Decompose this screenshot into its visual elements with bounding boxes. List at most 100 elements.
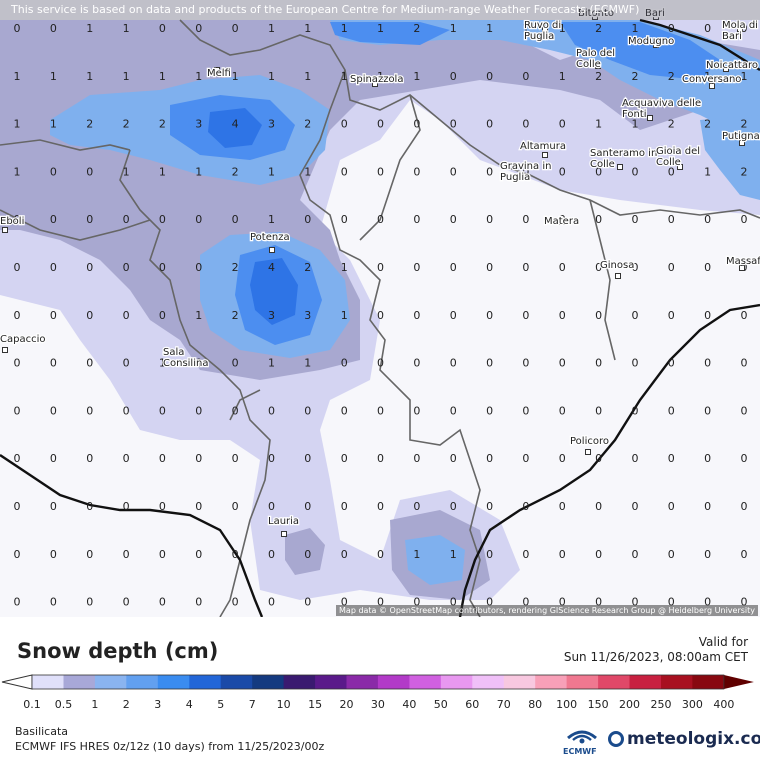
snow-value-2-7: 3: [268, 118, 275, 131]
snow-value-0-20: 0: [741, 22, 748, 35]
legend-swatch-2: [63, 675, 96, 689]
snow-value-4-1: 0: [50, 213, 57, 226]
legend-swatch-14: [440, 675, 473, 689]
svg-text:Eboli: Eboli: [0, 216, 24, 227]
snow-value-9-3: 0: [123, 452, 130, 465]
snow-value-8-9: 0: [341, 404, 348, 417]
snow-value-4-10: 0: [377, 213, 384, 226]
city-bari: Bari: [644, 7, 666, 21]
snow-value-2-17: 1: [632, 118, 639, 131]
snow-value-8-14: 0: [522, 404, 529, 417]
snow-value-2-11: 0: [413, 118, 420, 131]
snow-value-11-9: 0: [341, 548, 348, 561]
snow-value-11-0: 0: [14, 548, 21, 561]
legend-swatch-8: [252, 675, 285, 689]
snow-value-4-3: 0: [123, 213, 130, 226]
snow-value-1-3: 1: [123, 70, 130, 83]
snow-value-3-19: 1: [704, 165, 711, 178]
snow-value-9-1: 0: [50, 452, 57, 465]
snow-value-3-15: 0: [559, 165, 566, 178]
svg-text:Sala: Sala: [163, 347, 184, 358]
snow-value-7-4: 1: [159, 357, 166, 370]
snow-value-4-8: 0: [304, 213, 311, 226]
snow-value-1-12: 0: [450, 70, 457, 83]
snow-value-9-15: 0: [559, 452, 566, 465]
legend-swatch-22: [692, 675, 725, 689]
snow-value-12-14: 0: [522, 596, 529, 609]
snow-value-9-10: 0: [377, 452, 384, 465]
snow-value-2-18: 2: [668, 118, 675, 131]
snow-value-0-1: 0: [50, 22, 57, 35]
legend-label-14: 60: [465, 698, 480, 711]
snow-depth-map[interactable]: 0 0 1 1 0 0 0 1 1 1 1 2 1 1 1 1 2 1 0 0 0 1 1 1 1 1 1 1 1 1 1 1 1 0 0 0 1 2 2 2…: [0, 0, 760, 617]
legend-swatch-4: [126, 675, 159, 689]
legend-label-4: 3: [154, 698, 162, 711]
snow-value-3-5: 1: [195, 165, 202, 178]
legend-label-5: 4: [185, 698, 193, 711]
legend-label-22: 400: [713, 698, 735, 711]
snow-value-8-5: 0: [195, 404, 202, 417]
snow-value-6-14: 0: [522, 309, 529, 322]
meteologix-logo-icon: [608, 731, 624, 747]
svg-text:Lauria: Lauria: [268, 516, 299, 527]
snow-value-0-8: 1: [304, 22, 311, 35]
snow-value-6-0: 0: [14, 309, 21, 322]
snow-value-5-19: 0: [704, 261, 711, 274]
legend-min-arrow: [1, 674, 33, 690]
snow-value-3-0: 1: [14, 165, 21, 178]
snow-value-0-17: 1: [632, 22, 639, 35]
svg-text:Capaccio: Capaccio: [0, 334, 45, 345]
snow-value-12-9: 0: [341, 596, 348, 609]
snow-value-9-19: 0: [704, 452, 711, 465]
snow-value-4-13: 0: [486, 213, 493, 226]
snow-value-12-3: 0: [123, 596, 130, 609]
svg-text:Colle: Colle: [656, 157, 681, 168]
legend-label-2: 1: [91, 698, 99, 711]
snow-value-11-8: 0: [304, 548, 311, 561]
snow-value-4-16: 0: [595, 213, 602, 226]
snow-value-6-12: 0: [450, 309, 457, 322]
snow-value-8-16: 0: [595, 404, 602, 417]
snow-value-10-18: 0: [668, 500, 675, 513]
snow-value-8-6: 0: [232, 404, 239, 417]
snow-value-9-4: 0: [159, 452, 166, 465]
snow-value-0-19: 0: [704, 22, 711, 35]
snow-value-1-2: 1: [86, 70, 93, 83]
snow-value-12-7: 0: [268, 596, 275, 609]
snow-value-11-5: 0: [195, 548, 202, 561]
snow-value-2-10: 0: [377, 118, 384, 131]
snow-value-2-4: 2: [159, 118, 166, 131]
snow-value-2-16: 1: [595, 118, 602, 131]
snow-value-11-12: 1: [450, 548, 457, 561]
snow-value-5-15: 0: [559, 261, 566, 274]
ecmwf-logo-icon: [567, 730, 597, 744]
city-lauria: Lauria: [267, 515, 300, 537]
legend-label-6: 5: [217, 698, 225, 711]
city-spinazzola: Spinazzola: [349, 73, 405, 87]
snow-value-1-11: 1: [413, 70, 420, 83]
snow-value-7-1: 0: [50, 357, 57, 370]
meteologix-brand[interactable]: meteologix.com: [627, 729, 760, 749]
snow-value-10-10: 0: [377, 500, 384, 513]
snow-value-2-12: 0: [450, 118, 457, 131]
snow-value-10-13: 0: [486, 500, 493, 513]
snow-value-10-9: 0: [341, 500, 348, 513]
snow-value-5-6: 2: [232, 261, 239, 274]
legend-swatch-3: [94, 675, 127, 689]
legend-label-11: 30: [370, 698, 385, 711]
city-putignano: Putignano: [721, 130, 760, 146]
snow-value-2-20: 2: [741, 118, 748, 131]
snow-value-0-4: 0: [159, 22, 166, 35]
snow-value-11-11: 1: [413, 548, 420, 561]
snow-value-3-20: 2: [741, 165, 748, 178]
snow-value-9-11: 0: [413, 452, 420, 465]
snow-value-6-18: 0: [668, 309, 675, 322]
snow-value-5-13: 0: [486, 261, 493, 274]
snow-value-8-11: 0: [413, 404, 420, 417]
snow-value-7-9: 0: [341, 357, 348, 370]
snow-value-5-11: 0: [413, 261, 420, 274]
snow-value-4-7: 1: [268, 213, 275, 226]
